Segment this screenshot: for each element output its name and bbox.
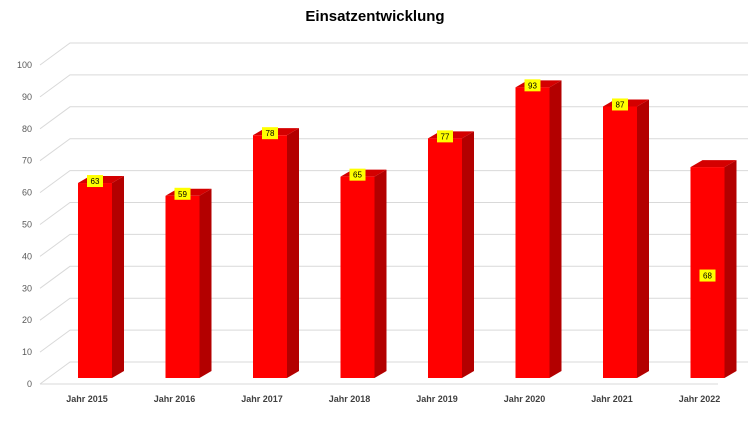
data-label: 63 <box>91 177 100 186</box>
data-label-bg <box>349 168 366 181</box>
y-tick-label: 20 <box>22 315 32 325</box>
x-tick-label: Jahr 2018 <box>329 394 371 404</box>
bar-side <box>637 99 649 378</box>
bar-side <box>112 176 124 378</box>
y-tick-label: 60 <box>22 188 32 198</box>
bar-top <box>690 160 737 168</box>
bar-front <box>428 138 462 378</box>
data-label-bg <box>524 79 541 92</box>
bar <box>340 169 387 378</box>
gridline <box>39 74 748 98</box>
x-tick-label: Jahr 2020 <box>504 394 546 404</box>
data-label-bg <box>87 175 103 188</box>
data-label: 65 <box>353 171 362 180</box>
y-tick-label: 70 <box>22 156 32 166</box>
data-label-bg <box>174 187 191 200</box>
bar-side <box>549 80 562 378</box>
data-label-bg <box>699 269 716 282</box>
bar <box>690 160 737 378</box>
x-tick-label: Jahr 2021 <box>591 394 633 404</box>
data-label-bg <box>612 98 628 111</box>
data-label-bg <box>262 127 278 140</box>
data-label: 59 <box>178 190 187 199</box>
x-tick-label: Jahr 2022 <box>679 394 721 404</box>
data-label: 68 <box>703 272 712 281</box>
data-label-bg <box>437 130 453 143</box>
bar-side <box>199 188 212 378</box>
bar <box>78 176 124 378</box>
y-tick-label: 50 <box>22 220 32 230</box>
y-tick-label: 80 <box>22 124 32 134</box>
y-tick-label: 10 <box>22 347 32 357</box>
bar-front <box>603 106 637 378</box>
x-tick-label: Jahr 2015 <box>66 394 108 404</box>
bar <box>603 99 649 378</box>
gridline <box>39 42 748 66</box>
y-tick-label: 30 <box>22 283 32 293</box>
bar-front <box>340 176 375 378</box>
bar <box>515 80 562 378</box>
y-tick-label: 100 <box>17 60 32 70</box>
data-label: 77 <box>441 132 450 141</box>
bar-side <box>724 160 737 378</box>
bar <box>165 188 212 378</box>
bar <box>253 128 299 378</box>
data-label: 87 <box>616 100 625 109</box>
y-tick-label: 90 <box>22 92 32 102</box>
bar-front <box>78 183 112 378</box>
bar-front <box>165 195 200 378</box>
y-tick-label: 40 <box>22 251 32 261</box>
y-tick-label: 0 <box>27 379 32 389</box>
x-tick-label: Jahr 2019 <box>416 394 458 404</box>
x-tick-label: Jahr 2016 <box>154 394 196 404</box>
data-label: 78 <box>266 129 275 138</box>
bar-side <box>374 169 387 378</box>
bar-front <box>253 135 287 378</box>
bar-side <box>287 128 299 378</box>
data-label: 93 <box>528 81 537 90</box>
x-tick-label: Jahr 2017 <box>241 394 283 404</box>
bar <box>428 131 474 378</box>
chart-title: Einsatzentwicklung <box>305 8 445 25</box>
bar-side <box>462 131 474 378</box>
bar-front <box>515 87 550 378</box>
